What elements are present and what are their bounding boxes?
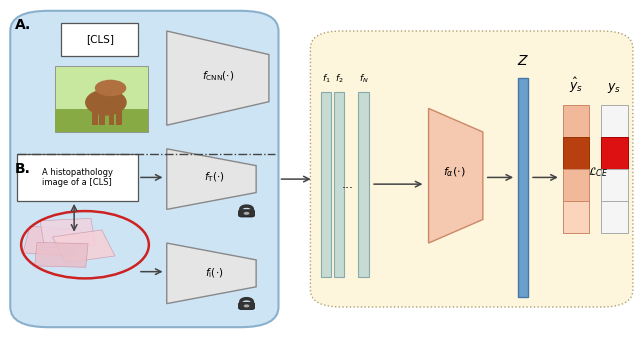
Polygon shape [167,149,256,210]
Polygon shape [167,31,269,125]
Text: $Z$: $Z$ [517,54,529,68]
Text: B.: B. [15,162,31,176]
Text: A histopathology
image of a [CLS]: A histopathology image of a [CLS] [42,168,113,187]
Text: $f_1$: $f_1$ [322,72,331,85]
FancyBboxPatch shape [601,105,628,137]
FancyBboxPatch shape [92,111,97,125]
Text: $y_s$: $y_s$ [607,81,621,95]
FancyBboxPatch shape [17,154,138,201]
FancyBboxPatch shape [10,11,278,327]
Text: $f_{\alpha}(\cdot)$: $f_{\alpha}(\cdot)$ [443,166,465,179]
Text: ...: ... [342,178,353,191]
FancyBboxPatch shape [23,226,81,257]
FancyBboxPatch shape [55,66,148,132]
Text: $f_{\mathrm{i}}(\cdot)$: $f_{\mathrm{i}}(\cdot)$ [205,267,223,280]
Text: $f_{\mathrm{CNN}}(\cdot)$: $f_{\mathrm{CNN}}(\cdot)$ [202,70,234,83]
FancyBboxPatch shape [563,169,589,201]
FancyBboxPatch shape [601,169,628,201]
FancyBboxPatch shape [563,137,589,169]
Circle shape [244,212,250,215]
Ellipse shape [85,89,127,116]
FancyBboxPatch shape [61,23,138,56]
Circle shape [244,305,250,308]
FancyBboxPatch shape [334,92,344,277]
FancyBboxPatch shape [321,92,332,277]
FancyBboxPatch shape [563,105,589,137]
FancyBboxPatch shape [99,111,105,125]
FancyBboxPatch shape [40,218,95,247]
FancyBboxPatch shape [52,230,115,263]
FancyBboxPatch shape [239,302,255,310]
FancyBboxPatch shape [563,201,589,233]
FancyBboxPatch shape [310,31,633,307]
Text: A.: A. [15,18,31,31]
Text: $f_{\mathrm{T}}(\cdot)$: $f_{\mathrm{T}}(\cdot)$ [204,171,225,184]
FancyBboxPatch shape [518,78,528,297]
Text: $\hat{y}_s$: $\hat{y}_s$ [569,76,583,95]
Text: $f_2$: $f_2$ [335,72,344,85]
Text: $\mathcal{L}_{CE}$: $\mathcal{L}_{CE}$ [588,166,609,179]
FancyBboxPatch shape [601,137,628,169]
FancyBboxPatch shape [109,111,114,125]
Polygon shape [167,243,256,304]
Polygon shape [429,108,483,243]
Text: [CLS]: [CLS] [86,34,114,44]
FancyBboxPatch shape [601,201,628,233]
FancyBboxPatch shape [35,242,88,267]
FancyBboxPatch shape [239,210,255,217]
Circle shape [95,80,126,96]
Text: $f_N$: $f_N$ [358,72,368,85]
FancyBboxPatch shape [116,111,122,125]
FancyBboxPatch shape [358,92,369,277]
FancyBboxPatch shape [55,109,148,132]
